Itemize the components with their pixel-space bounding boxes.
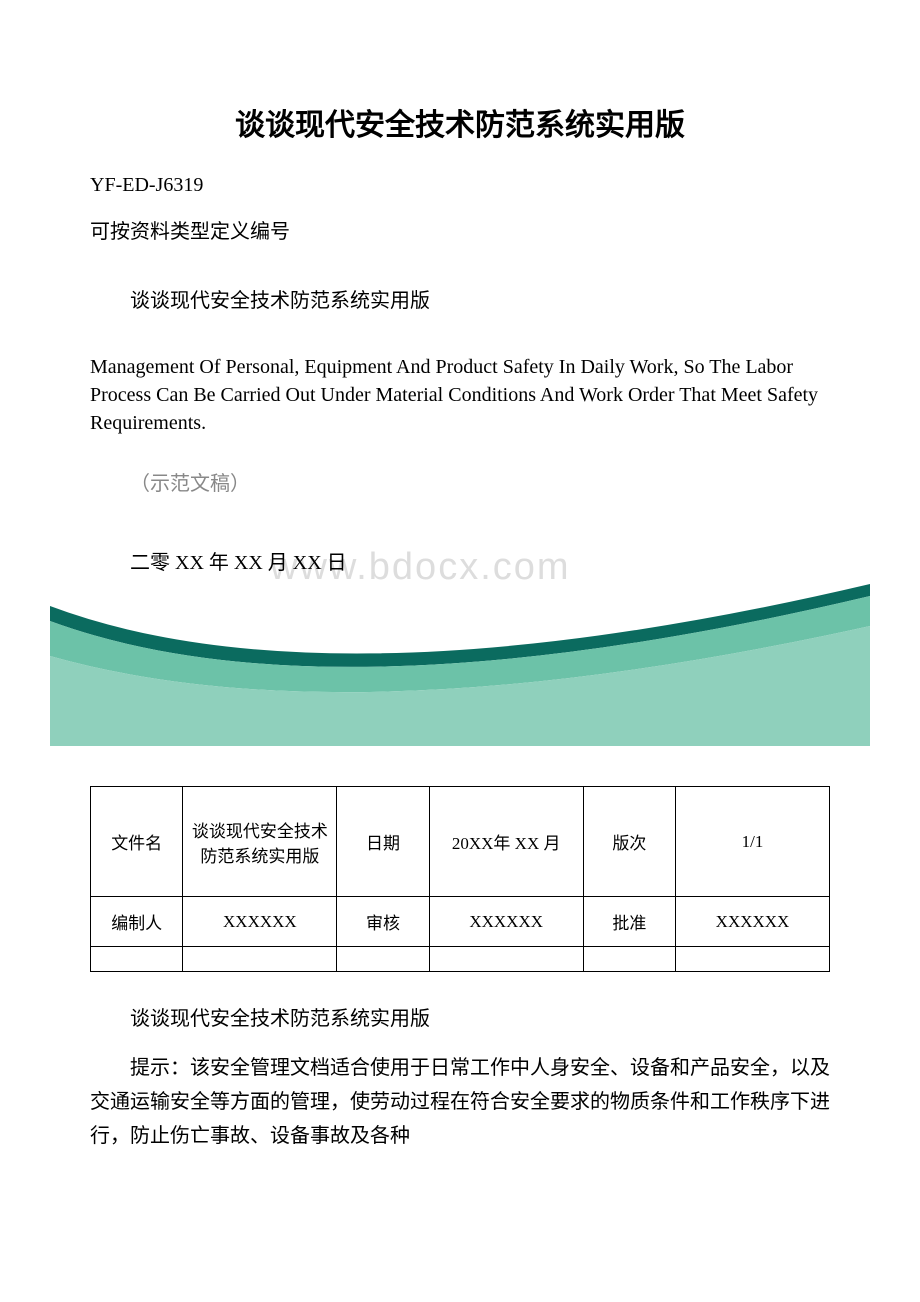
cell-date-value: 20XX年 XX 月	[429, 787, 583, 897]
cell-version-label: 版次	[583, 787, 675, 897]
english-description: Management Of Personal, Equipment And Pr…	[90, 353, 830, 437]
swoosh-graphic	[50, 566, 870, 746]
table-row: 编制人 XXXXXX 审核 XXXXXX 批准 XXXXXX	[91, 897, 830, 947]
cell-empty	[583, 947, 675, 972]
sample-tag: （示范文稿）	[90, 467, 830, 496]
cell-version-value: 1/1	[676, 787, 830, 897]
cell-review-value: XXXXXX	[429, 897, 583, 947]
body-text: 提示：该安全管理文档适合使用于日常工作中人身安全、设备和产品安全，以及交通运输安…	[90, 1051, 830, 1153]
cell-date-label: 日期	[337, 787, 429, 897]
cell-empty	[91, 947, 183, 972]
main-title: 谈谈现代安全技术防范系统实用版	[90, 100, 830, 144]
info-table: 文件名 谈谈现代安全技术防范系统实用版 日期 20XX年 XX 月 版次 1/1…	[90, 786, 830, 972]
subtitle: 谈谈现代安全技术防范系统实用版	[90, 284, 830, 313]
date-text: 二零 XX 年 XX 月 XX 日	[130, 546, 347, 575]
cell-empty	[429, 947, 583, 972]
table-row	[91, 947, 830, 972]
cell-empty	[676, 947, 830, 972]
sub-line: 可按资料类型定义编号	[90, 215, 830, 244]
cell-empty	[337, 947, 429, 972]
document-id: YF-ED-J6319	[90, 174, 830, 197]
document-page: 谈谈现代安全技术防范系统实用版 YF-ED-J6319 可按资料类型定义编号 谈…	[0, 0, 920, 1213]
cell-review-label: 审核	[337, 897, 429, 947]
table-row: 文件名 谈谈现代安全技术防范系统实用版 日期 20XX年 XX 月 版次 1/1	[91, 787, 830, 897]
cell-file-value: 谈谈现代安全技术防范系统实用版	[183, 787, 337, 897]
cell-approve-label: 批准	[583, 897, 675, 947]
cell-approve-value: XXXXXX	[676, 897, 830, 947]
cell-file-label: 文件名	[91, 787, 183, 897]
body-title: 谈谈现代安全技术防范系统实用版	[90, 1002, 830, 1031]
cell-empty	[183, 947, 337, 972]
cell-author-value: XXXXXX	[183, 897, 337, 947]
date-graphic-section: 二零 XX 年 XX 月 XX 日 www.bdocx.com	[90, 546, 830, 746]
cell-author-label: 编制人	[91, 897, 183, 947]
